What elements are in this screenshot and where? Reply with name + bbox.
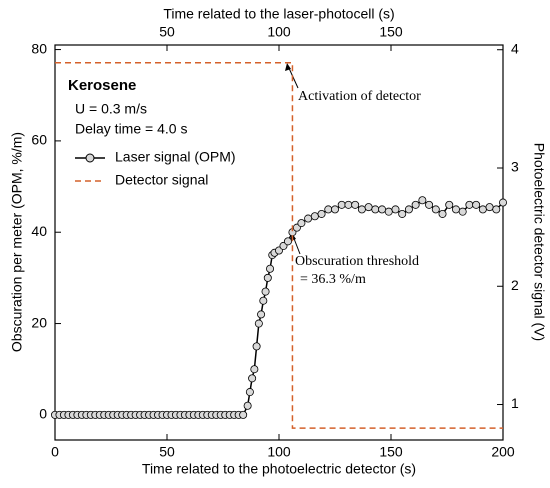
- annotation: Kerosene: [68, 77, 136, 94]
- data-point: [357, 205, 366, 214]
- y-tick-label: 0: [39, 406, 47, 422]
- data-point: [259, 296, 268, 305]
- data-point: [252, 342, 261, 351]
- data-point: [310, 212, 319, 221]
- x2-tick-label: 50: [159, 24, 175, 40]
- data-point: [451, 205, 460, 214]
- legend-marker: [85, 153, 95, 163]
- data-point: [465, 200, 474, 209]
- data-point: [404, 205, 413, 214]
- data-point: [431, 205, 440, 214]
- data-point: [364, 203, 373, 212]
- data-point: [351, 200, 360, 209]
- data-point: [344, 200, 353, 209]
- data-point: [261, 287, 270, 296]
- x-tick-label: 50: [159, 444, 175, 460]
- data-point: [425, 200, 434, 209]
- data-point: [250, 365, 259, 374]
- y-tick-label: 20: [31, 314, 47, 330]
- data-point: [472, 200, 481, 209]
- data-point: [398, 209, 407, 218]
- series-line: [55, 199, 504, 416]
- y-axis-label: Obscuration per meter (OPM, %/m): [9, 132, 25, 352]
- data-point: [266, 264, 275, 273]
- y2-tick-label: 4: [511, 40, 519, 56]
- data-point: [263, 273, 272, 282]
- y2-tick-label: 2: [511, 277, 519, 293]
- data-point: [248, 374, 257, 383]
- series-line: [55, 61, 503, 429]
- x-tick-label: 100: [267, 444, 291, 460]
- data-point: [378, 205, 387, 214]
- data-point: [438, 209, 447, 218]
- data-point: [411, 200, 420, 209]
- data-point: [371, 205, 380, 214]
- annotation: Obscuration threshold: [295, 254, 419, 269]
- annotation: = 36.3 %/m: [300, 272, 366, 287]
- data-point: [391, 205, 400, 214]
- annotation: Activation of detector: [298, 89, 421, 104]
- data-point: [384, 207, 393, 216]
- x-axis-label: Time related to the photoelectric detect…: [142, 461, 416, 477]
- x-tick-label: 150: [379, 444, 403, 460]
- x2-tick-label: 100: [267, 24, 291, 40]
- x-tick-label: 200: [491, 444, 515, 460]
- arrowhead: [285, 63, 291, 71]
- y-tick-label: 40: [31, 223, 47, 239]
- data-point: [239, 410, 248, 419]
- x-tick-label: 0: [51, 444, 59, 460]
- y-tick-label: 80: [31, 40, 47, 56]
- y-tick-label: 60: [31, 132, 47, 148]
- data-point: [304, 214, 313, 223]
- legend-label: Detector signal: [115, 172, 208, 188]
- data-point: [492, 205, 501, 214]
- data-point: [257, 310, 266, 319]
- x2-axis-label: Time related to the laser-photocell (s): [163, 6, 394, 22]
- data-point: [283, 237, 292, 246]
- y2-tick-label: 1: [511, 395, 519, 411]
- data-point: [297, 219, 306, 228]
- data-point: [478, 205, 487, 214]
- data-point: [243, 401, 252, 410]
- data-point: [330, 205, 339, 214]
- data-point: [498, 198, 507, 207]
- data-point: [445, 200, 454, 209]
- data-point: [337, 200, 346, 209]
- data-point: [324, 205, 333, 214]
- data-point: [317, 209, 326, 218]
- data-point: [245, 388, 254, 397]
- data-point: [458, 207, 467, 216]
- data-point: [485, 203, 494, 212]
- legend-label: Laser signal (OPM): [115, 149, 236, 165]
- annotation: U = 0.3 m/s: [75, 101, 147, 117]
- data-point: [418, 196, 427, 205]
- x2-tick-label: 150: [379, 24, 403, 40]
- y2-tick-label: 3: [511, 159, 519, 175]
- y2-axis-label: Photoelectric detector signal (V): [531, 143, 547, 341]
- data-point: [254, 319, 263, 328]
- annotation: Delay time = 4.0 s: [75, 121, 187, 137]
